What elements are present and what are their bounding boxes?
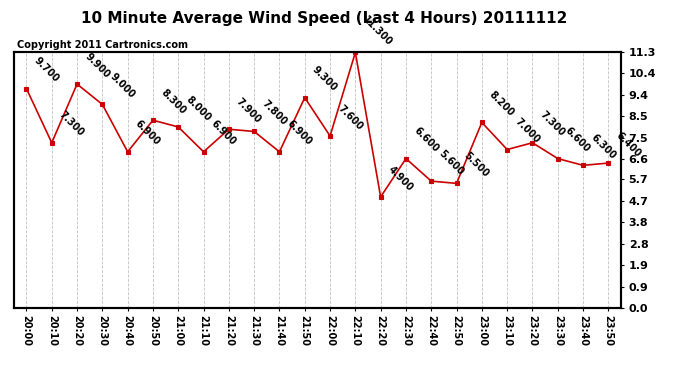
Text: 7.900: 7.900 — [235, 96, 263, 125]
Text: 7.300: 7.300 — [538, 110, 566, 139]
Text: 8.300: 8.300 — [159, 87, 188, 116]
Text: 5.600: 5.600 — [437, 148, 466, 177]
Text: 11.300: 11.300 — [361, 15, 395, 48]
Text: 9.000: 9.000 — [108, 71, 137, 100]
Text: 6.600: 6.600 — [411, 126, 440, 154]
Text: 6.300: 6.300 — [589, 132, 618, 161]
Text: 5.500: 5.500 — [462, 150, 491, 179]
Text: 6.900: 6.900 — [285, 119, 314, 148]
Text: 6.600: 6.600 — [563, 126, 592, 154]
Text: 6.900: 6.900 — [209, 119, 238, 148]
Text: 9.300: 9.300 — [310, 64, 339, 93]
Text: 9.700: 9.700 — [32, 56, 61, 84]
Text: 10 Minute Average Wind Speed (Last 4 Hours) 20111112: 10 Minute Average Wind Speed (Last 4 Hou… — [81, 11, 567, 26]
Text: 7.300: 7.300 — [57, 110, 86, 139]
Text: 8.000: 8.000 — [184, 94, 213, 123]
Text: 9.900: 9.900 — [83, 51, 111, 80]
Text: 4.900: 4.900 — [386, 164, 415, 193]
Text: 7.600: 7.600 — [335, 103, 364, 132]
Text: 7.000: 7.000 — [513, 117, 542, 146]
Text: Copyright 2011 Cartronics.com: Copyright 2011 Cartronics.com — [17, 40, 188, 50]
Text: 6.400: 6.400 — [614, 130, 642, 159]
Text: 7.800: 7.800 — [259, 98, 288, 128]
Text: 8.200: 8.200 — [487, 89, 516, 118]
Text: 6.900: 6.900 — [133, 119, 162, 148]
